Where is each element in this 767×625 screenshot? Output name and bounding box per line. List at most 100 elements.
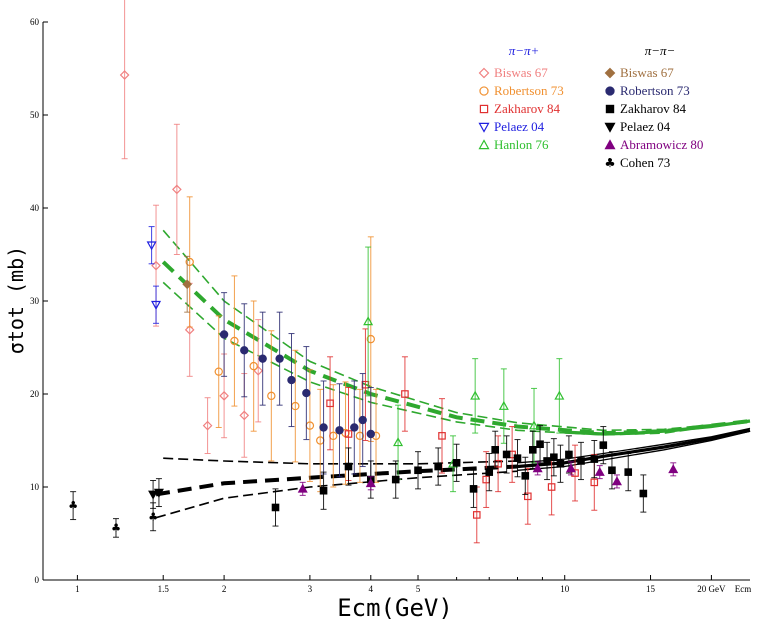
data-point [335,426,344,435]
legend-title-left: π−π+ [509,43,540,58]
x-end-label: Ecm [735,584,752,594]
data-point [414,466,422,475]
data-point [521,472,530,480]
data-point [502,450,511,459]
legend-left-column: Biswas 67 Robertson 73 Zakharov 84 Pelaez 0… [478,65,564,152]
data-point [249,361,258,371]
data-point [239,410,250,421]
data-point: ♣ [68,499,78,512]
x-tick-label: 1 [75,584,80,594]
x-tick-label: 20 GeV [697,584,726,594]
data-point [438,432,446,440]
y-tick-label: 30 [30,296,40,306]
legend-marker [604,67,616,79]
fit-curve [564,419,751,436]
data-point [172,184,182,195]
data-point [491,446,499,454]
data-point [219,330,229,339]
data-point [470,390,481,400]
data-point [391,475,400,484]
x-tick-label: 15 [646,584,656,594]
data-point [469,485,478,493]
data-point [611,476,622,486]
fit-curve [161,260,751,436]
x-tick-label: 2 [222,584,227,594]
data-point [355,431,365,441]
data-point [184,324,195,335]
legend-label: Zakharov 84 [620,101,687,116]
legend-label: Abramowicz 80 [620,137,703,152]
legend-marker [604,122,616,133]
y-tick-label: 10 [30,482,40,492]
data-point [498,400,509,410]
y-axis-title: σtot (mb) [4,246,28,354]
data-point [219,391,229,401]
x-tick-label: 1.5 [158,584,170,594]
data-point [214,367,223,376]
data-point [452,459,461,467]
data-point [401,390,409,398]
x-axis-title: Ecm(GeV) [337,594,453,622]
x-tick-label: 5 [416,584,421,594]
data-point [153,488,164,498]
data-point [513,454,522,462]
legend-label: Hanlon 76 [494,137,549,152]
data-point: ♣ [111,522,121,535]
data-point [202,420,213,431]
data-point [344,430,353,438]
data-point [577,457,585,465]
data-point [363,316,374,326]
data-point [182,279,193,290]
legend-marker [478,122,490,133]
data-point [639,489,648,498]
data-point [151,260,161,271]
data-point [590,478,599,487]
y-tick-label: 60 [30,17,40,27]
y-tick-label: 20 [30,389,40,399]
data-point [554,390,565,400]
data-point [319,423,328,432]
legend-title-right: π−π− [645,43,676,58]
data-point [358,415,367,425]
data-point [550,453,558,462]
data-point [366,334,375,344]
data-point [608,466,616,475]
data-point [271,503,280,512]
data-point [565,463,576,473]
data-point [366,429,375,439]
data-point [393,437,404,447]
y-axis-ticks: 0 10 20 30 40 50 60 [30,17,48,585]
data-point [119,70,130,80]
y-tick-label: 40 [30,203,40,213]
legend-label: Biswas 67 [494,65,548,80]
x-tick-label: 3 [308,584,313,594]
legend-marker [605,104,615,114]
fit-curve [163,457,518,465]
y-tick-label: 50 [30,110,40,120]
legend-marker [478,139,490,150]
data-point [524,492,532,501]
data-point [319,486,328,495]
data-point [532,463,543,473]
data-point [556,459,565,468]
legend-marker [478,67,490,79]
data-point [536,440,544,449]
legend-label: Zakharov 84 [494,101,561,116]
data-point [350,423,359,432]
legend-marker: ♣ [604,155,615,170]
fit-curve [155,464,518,497]
legend-label: Pelaez 04 [620,119,671,134]
legend-label: Biswas 67 [620,65,674,80]
data-point [365,478,376,488]
data-point [258,354,267,363]
data-point [624,468,633,476]
data-point [151,300,162,310]
legend-label: Robertson 73 [620,83,690,98]
data-point [594,466,605,476]
data-point [297,483,308,493]
data-point [543,457,551,465]
fit-curve [162,229,751,432]
data-point [146,241,157,251]
data-point [302,388,311,398]
